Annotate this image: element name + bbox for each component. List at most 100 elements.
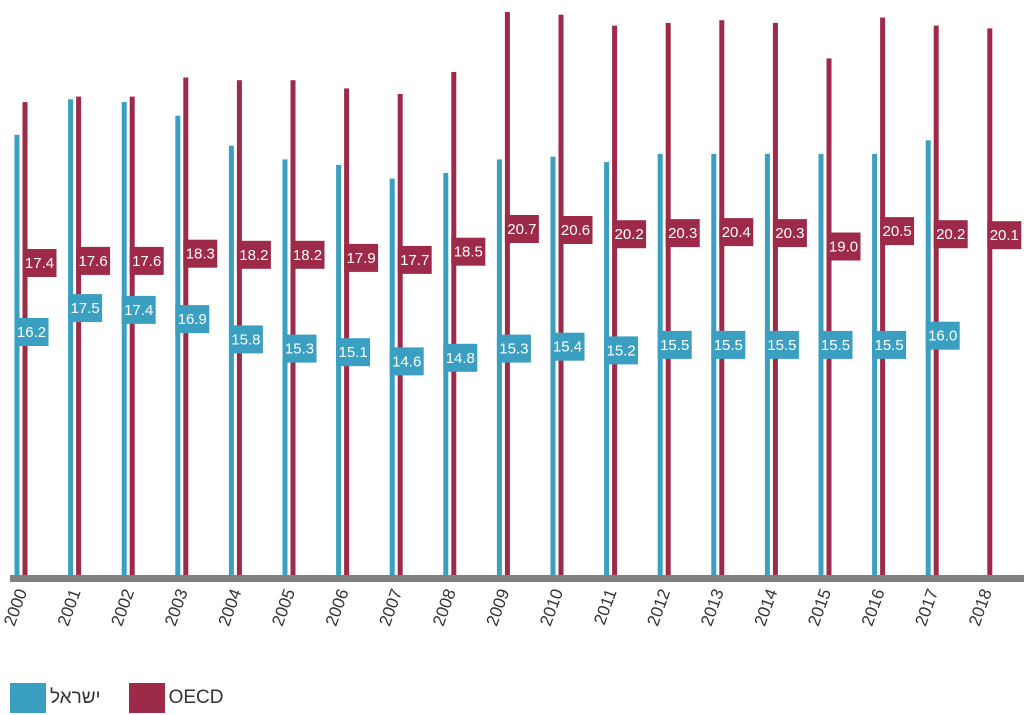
legend: ישראל OECD bbox=[10, 683, 223, 713]
bar-oecd-2009 bbox=[504, 12, 510, 577]
x-tick-2008: 2008 bbox=[429, 586, 460, 628]
bar-israel-2001 bbox=[68, 99, 74, 578]
legend-label-oecd: OECD bbox=[168, 687, 224, 708]
data-label-box-israel-2009 bbox=[496, 334, 531, 363]
data-label-oecd-2017: 20.2 bbox=[936, 226, 965, 243]
data-label-oecd-2016: 20.5 bbox=[882, 223, 911, 240]
x-tick-2001: 2001 bbox=[54, 586, 85, 628]
data-label-israel-2007: 14.6 bbox=[392, 353, 421, 370]
data-label-israel-2010: 15.4 bbox=[553, 339, 582, 356]
data-label-box-oecd-2008 bbox=[451, 237, 486, 266]
bar-israel-2003 bbox=[175, 115, 181, 577]
bar-oecd-2001 bbox=[76, 96, 82, 577]
x-axis-baseline bbox=[10, 575, 1024, 582]
data-label-oecd-2011: 20.2 bbox=[614, 226, 643, 243]
bar-israel-2014 bbox=[764, 153, 770, 577]
x-tick-2007: 2007 bbox=[375, 586, 406, 628]
bar-oecd-2005 bbox=[290, 80, 296, 577]
bar-israel-2016 bbox=[872, 153, 878, 577]
data-label-oecd-2005: 18.2 bbox=[293, 247, 322, 264]
data-label-israel-2005: 15.3 bbox=[285, 341, 314, 358]
legend-item-israel: ישראל bbox=[10, 683, 101, 713]
x-tick-2009: 2009 bbox=[483, 586, 514, 628]
data-label-israel-2003: 16.9 bbox=[178, 311, 207, 328]
x-tick-2014: 2014 bbox=[751, 586, 782, 628]
data-label-box-oecd-2006 bbox=[344, 243, 379, 272]
bar-oecd-2011 bbox=[612, 25, 618, 578]
x-tick-labels: 2000 2001 2002 2003 2004 2005 2006 2007 2008 2009… bbox=[0, 586, 996, 628]
bar-oecd-2016 bbox=[880, 17, 886, 577]
data-label-israel-2011: 15.2 bbox=[606, 342, 635, 359]
data-label-israel-2006: 15.1 bbox=[338, 344, 367, 361]
data-label-oecd-2004: 18.2 bbox=[239, 247, 268, 264]
x-tick-2011: 2011 bbox=[590, 586, 620, 627]
bar-oecd-2012 bbox=[665, 22, 671, 577]
data-label-oecd-2009: 20.7 bbox=[507, 221, 536, 238]
bar-israel-2010 bbox=[550, 156, 556, 577]
data-label-box-oecd-2012 bbox=[665, 219, 700, 248]
x-tick-2002: 2002 bbox=[107, 586, 138, 628]
data-label-israel-2002: 17.4 bbox=[124, 302, 153, 319]
data-label-box-oecd-2016 bbox=[880, 217, 915, 246]
data-label-box-israel-2005 bbox=[282, 334, 317, 363]
data-label-box-oecd-2015 bbox=[826, 232, 861, 261]
data-label-oecd-2018: 20.1 bbox=[990, 227, 1019, 244]
data-label-oecd-2002: 17.6 bbox=[132, 253, 161, 270]
legend-label-israel: ישראל bbox=[50, 687, 101, 708]
data-label-oecd-2010: 20.6 bbox=[561, 222, 590, 239]
data-label-oecd-2008: 18.5 bbox=[454, 244, 483, 261]
x-tick-2016: 2016 bbox=[858, 586, 889, 628]
bar-israel-2000 bbox=[14, 134, 20, 578]
data-label-box-israel-2017 bbox=[925, 321, 960, 350]
data-label-israel-2012: 15.5 bbox=[660, 337, 689, 354]
data-label-box-israel-2008 bbox=[443, 343, 478, 372]
data-label-box-oecd-2017 bbox=[933, 220, 968, 249]
bar-israel-2012 bbox=[657, 153, 663, 577]
data-label-oecd-2007: 17.7 bbox=[400, 252, 429, 269]
x-tick-2004: 2004 bbox=[215, 586, 246, 628]
x-tick-2000: 2000 bbox=[0, 586, 31, 628]
data-label-box-oecd-2018 bbox=[987, 221, 1022, 250]
bar-israel-2006 bbox=[336, 164, 342, 577]
bar-oecd-2007 bbox=[397, 93, 403, 578]
bar-oecd-2018 bbox=[987, 28, 993, 577]
bar-oecd-2008 bbox=[451, 72, 457, 577]
data-label-box-oecd-2002 bbox=[129, 246, 164, 275]
x-tick-2018: 2018 bbox=[965, 586, 996, 628]
bar-israel-2008 bbox=[443, 173, 449, 577]
bar-oecd-2013 bbox=[719, 20, 725, 577]
data-label-box-oecd-2013 bbox=[719, 218, 754, 247]
bar-oecd-2010 bbox=[558, 14, 564, 577]
data-label-box-israel-2002 bbox=[121, 295, 156, 324]
data-label-box-israel-2012 bbox=[657, 330, 692, 359]
bar-oecd-2006 bbox=[344, 88, 350, 578]
bar-israel-2004 bbox=[228, 145, 234, 577]
data-label-box-oecd-2007 bbox=[397, 245, 432, 274]
data-label-box-oecd-2005 bbox=[290, 240, 325, 269]
data-label-box-israel-2011 bbox=[604, 336, 639, 365]
data-label-box-israel-2007 bbox=[389, 347, 424, 376]
x-tick-2015: 2015 bbox=[804, 586, 835, 628]
bar-israel-2017 bbox=[925, 140, 931, 578]
bar-israel-2011 bbox=[604, 162, 610, 577]
bar-oecd-2002 bbox=[129, 96, 135, 577]
bar-israel-2013 bbox=[711, 153, 717, 577]
data-label-oecd-2003: 18.3 bbox=[186, 246, 215, 263]
x-tick-2010: 2010 bbox=[536, 586, 567, 628]
bar-israel-2007 bbox=[389, 178, 395, 577]
data-label-israel-2004: 15.8 bbox=[231, 331, 260, 348]
data-label-oecd-2000: 17.4 bbox=[25, 255, 54, 272]
x-tick-2005: 2005 bbox=[268, 586, 299, 628]
data-label-oecd-2013: 20.4 bbox=[722, 224, 751, 241]
data-label-box-oecd-2011 bbox=[612, 220, 647, 249]
x-tick-2006: 2006 bbox=[322, 586, 353, 628]
data-label-box-israel-2016 bbox=[872, 330, 907, 359]
bar-oecd-2017 bbox=[933, 25, 939, 578]
legend-item-oecd: OECD bbox=[128, 683, 224, 713]
data-label-box-oecd-2003 bbox=[183, 239, 218, 268]
x-tick-2003: 2003 bbox=[161, 586, 192, 628]
data-label-box-israel-2013 bbox=[711, 330, 746, 359]
data-label-box-oecd-2001 bbox=[76, 246, 111, 275]
data-label-box-israel-2015 bbox=[818, 330, 853, 359]
data-label-box-israel-2000 bbox=[14, 318, 49, 346]
